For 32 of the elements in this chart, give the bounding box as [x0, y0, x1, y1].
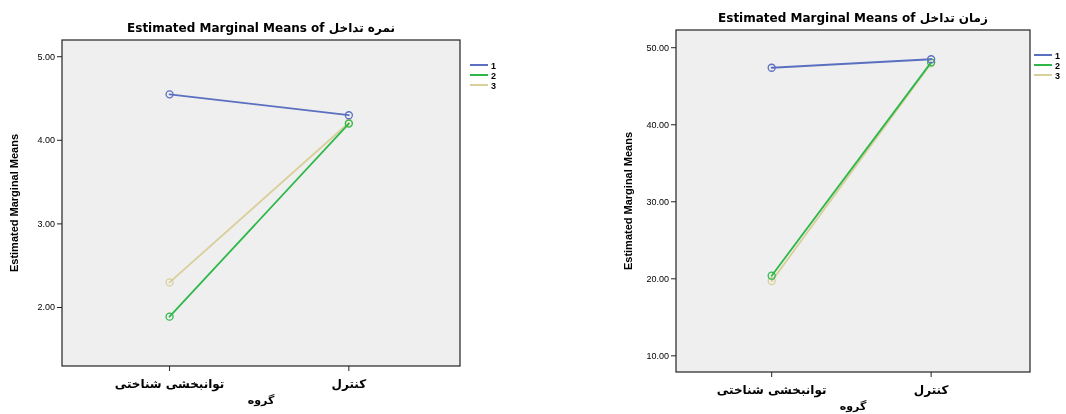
legend-label: 3 [491, 80, 497, 91]
x-tick-label: کنترل [331, 377, 367, 391]
point [165, 312, 174, 321]
y-axis-title: Estimated Marginal Means [622, 131, 634, 271]
point [344, 111, 353, 120]
legend-label: 1 [491, 60, 497, 71]
y-tick-label: 2.00 [37, 302, 55, 313]
y-tick-label: 20.00 [646, 273, 669, 284]
x-tick-label: توانبخشی شناختی [716, 383, 827, 398]
point [165, 278, 174, 287]
x-axis-title: گروه [839, 400, 867, 413]
legend-label: 2 [1055, 60, 1061, 71]
point [165, 90, 174, 99]
y-tick-label: 5.00 [37, 51, 55, 62]
legend-label: 2 [491, 70, 497, 81]
y-tick-label: 50.00 [646, 42, 669, 53]
legend-label: 3 [1055, 70, 1061, 81]
x-tick-label: توانبخشی شناختی [114, 377, 225, 392]
y-tick-label: 10.00 [646, 350, 669, 361]
y-tick-label: 3.00 [37, 218, 55, 229]
y-tick-label: 30.00 [646, 196, 669, 207]
y-tick-label: 40.00 [646, 119, 669, 130]
point [767, 271, 776, 280]
x-tick-label: کنترل [913, 383, 949, 397]
point [767, 276, 776, 286]
legend-label: 1 [1055, 50, 1061, 61]
point [767, 63, 776, 72]
chart-title: Estimated Marginal Means of نمره تداخل [127, 21, 395, 35]
x-axis-title: گروه [247, 394, 275, 407]
chart-title: Estimated Marginal Means of زمان تداخل [718, 11, 989, 25]
y-tick-label: 4.00 [37, 135, 55, 146]
y-axis-title: Estimated Marginal Means [8, 133, 20, 273]
